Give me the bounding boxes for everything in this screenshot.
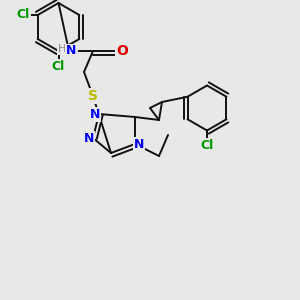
Text: N: N bbox=[90, 107, 100, 121]
Text: Cl: Cl bbox=[17, 8, 30, 22]
Text: Cl: Cl bbox=[200, 139, 214, 152]
Text: Cl: Cl bbox=[52, 59, 65, 73]
Text: N: N bbox=[84, 131, 94, 145]
Text: H: H bbox=[58, 44, 66, 55]
Text: N: N bbox=[66, 44, 76, 58]
Text: S: S bbox=[88, 89, 98, 103]
Text: O: O bbox=[116, 44, 128, 58]
Text: N: N bbox=[134, 137, 144, 151]
